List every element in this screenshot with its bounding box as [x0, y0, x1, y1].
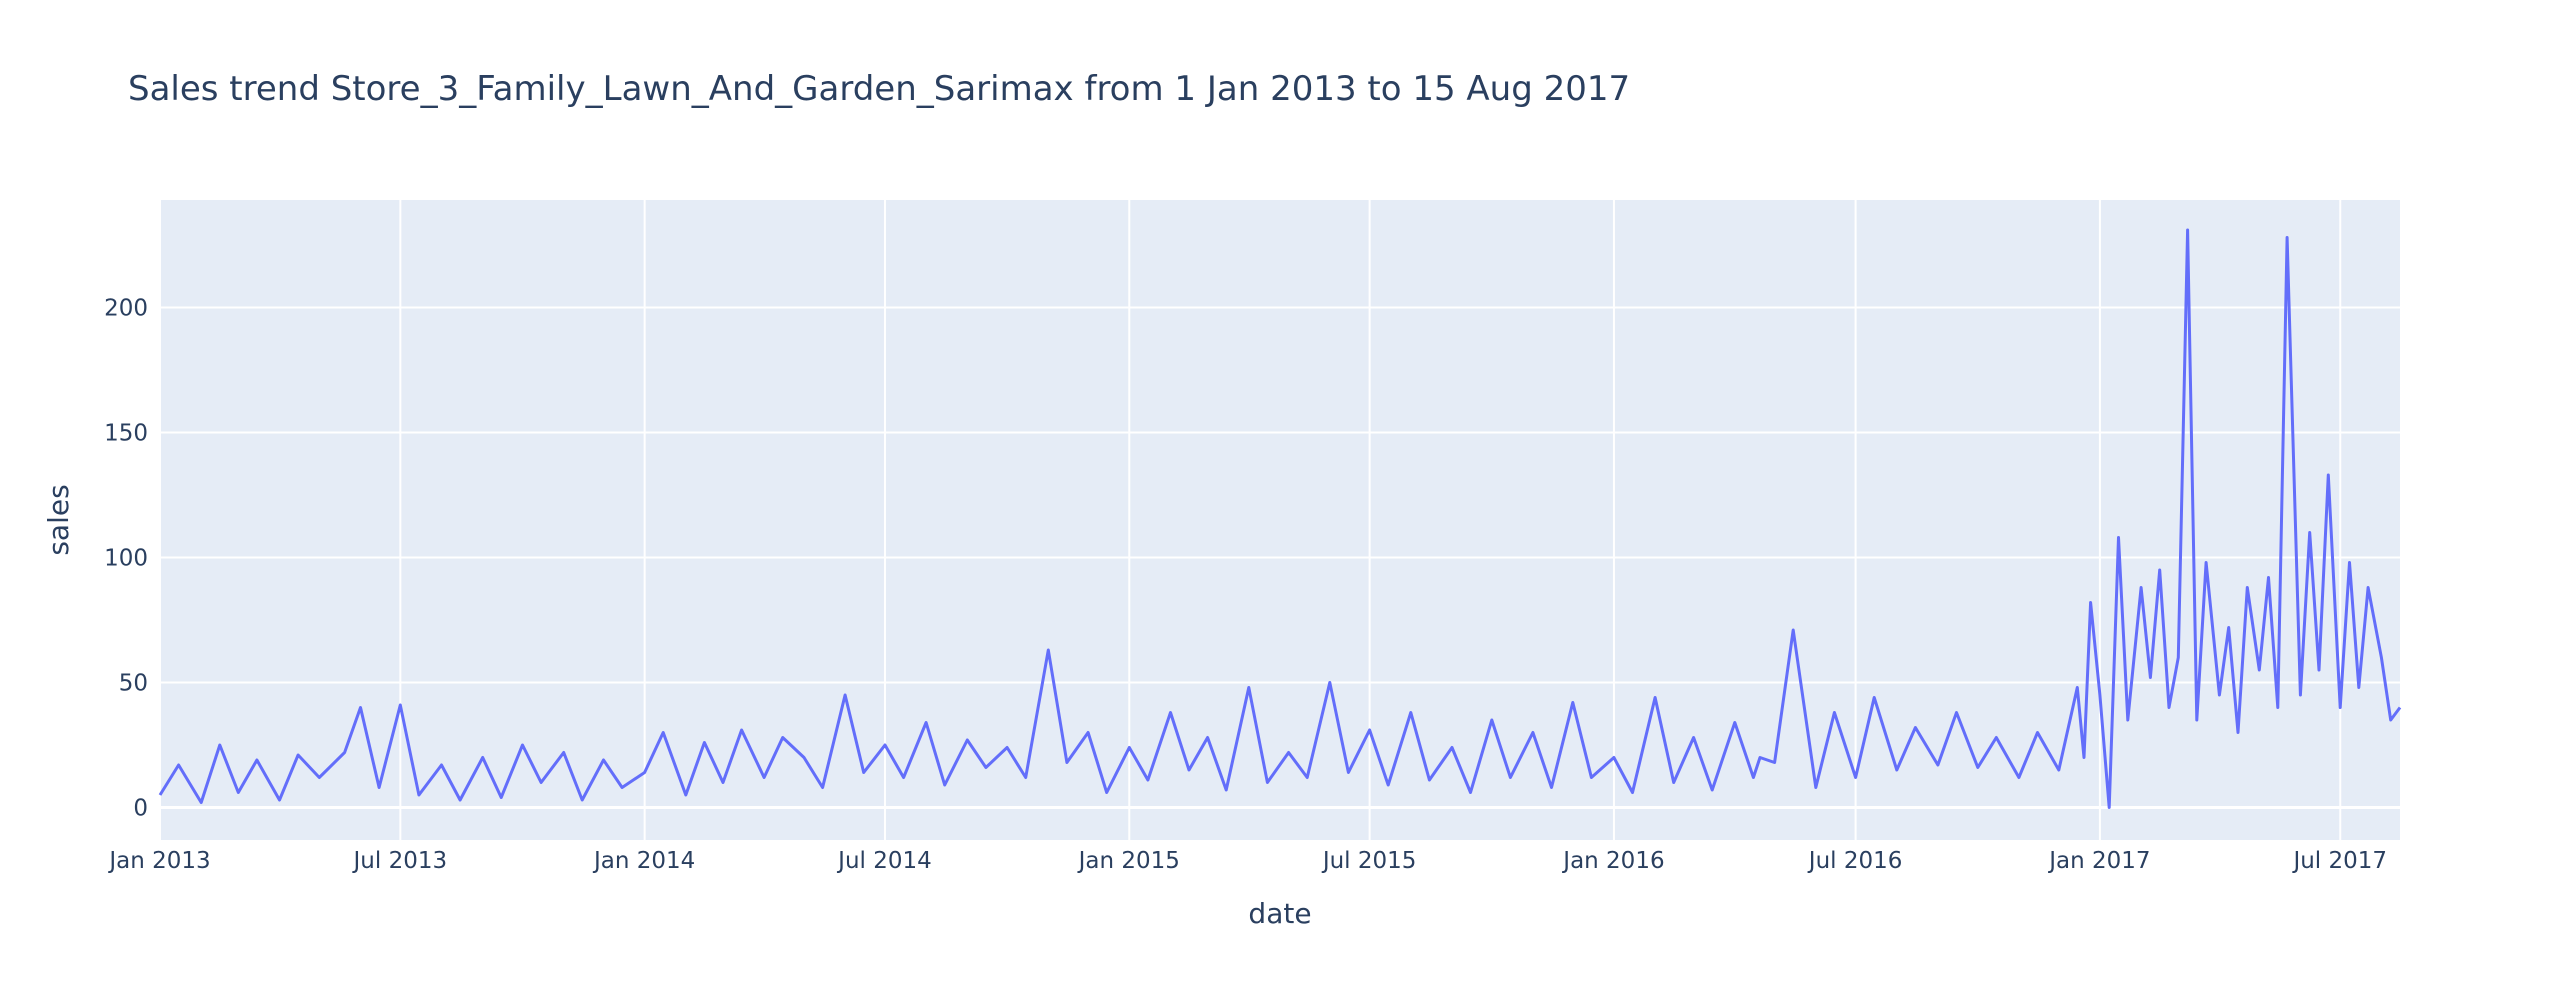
y-axis-title: sales	[42, 484, 75, 555]
y-tick-label: 200	[104, 296, 148, 322]
x-tick-label: Jul 2017	[2291, 848, 2387, 874]
y-tick-label: 150	[104, 421, 148, 447]
x-tick-label: Jul 2015	[1321, 848, 1417, 874]
x-tick-label: Jan 2013	[107, 848, 210, 874]
x-tick-label: Jan 2016	[1561, 848, 1664, 874]
x-tick-label: Jul 2016	[1807, 848, 1903, 874]
y-tick-label: 50	[119, 671, 148, 697]
x-tick-label: Jan 2017	[2047, 848, 2150, 874]
sales-series-line	[158, 228, 2402, 809]
x-tick-label: Jul 2014	[836, 848, 932, 874]
x-axis-ticks: Jan 2013 Jul 2013 Jan 2014 Jul 2014 Jan 2015…	[107, 848, 2387, 874]
chart-title: Sales trend Store_3_Family_Lawn_And_Gard…	[128, 69, 1630, 109]
y-axis-ticks: 0 50 100 150 200	[104, 296, 148, 822]
x-tick-label: Jan 2014	[592, 848, 695, 874]
y-tick-label: 0	[133, 796, 148, 822]
x-axis-title: date	[1248, 897, 1311, 930]
grid-lines	[159, 200, 2400, 840]
y-tick-label: 100	[104, 546, 148, 572]
x-tick-label: Jul 2013	[352, 848, 448, 874]
x-tick-label: Jan 2015	[1077, 848, 1180, 874]
series-layer	[158, 228, 2402, 809]
